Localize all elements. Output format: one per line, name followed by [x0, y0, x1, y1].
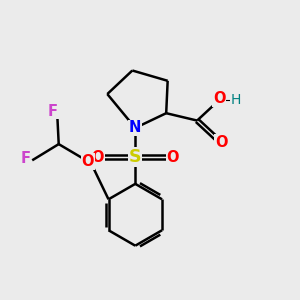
Text: O: O — [215, 134, 227, 149]
Text: N: N — [129, 120, 142, 135]
Text: F: F — [21, 151, 31, 166]
Text: F: F — [48, 103, 58, 118]
Text: O: O — [92, 150, 104, 165]
Text: S: S — [129, 148, 142, 166]
Text: O: O — [213, 91, 225, 106]
Text: O: O — [81, 154, 94, 169]
Text: H: H — [231, 93, 241, 107]
Text: O: O — [167, 150, 179, 165]
